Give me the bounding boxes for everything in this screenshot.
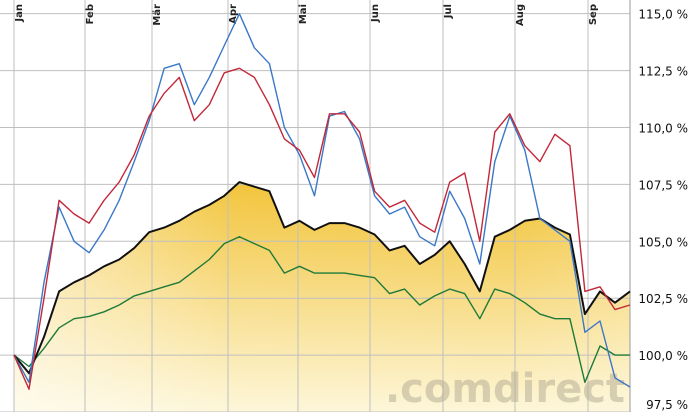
- y-tick-label: 97,5 %: [646, 398, 688, 412]
- watermark-logo: .comdirect: [385, 366, 625, 412]
- series-line-blue: [13, 12, 631, 388]
- y-tick-label: 107,5 %: [638, 178, 688, 192]
- y-tick-label: 100,0 %: [638, 349, 688, 363]
- month-label: Sep: [588, 4, 599, 25]
- month-label: Jan: [14, 4, 25, 23]
- series-line-red: [13, 67, 631, 390]
- area-highlight: [14, 182, 630, 412]
- series-layer: [13, 12, 631, 390]
- y-tick-label: 110,0 %: [638, 121, 688, 135]
- month-label: Feb: [85, 4, 96, 24]
- y-tick-label: 115,0 %: [638, 8, 688, 22]
- month-label: Jun: [370, 4, 381, 23]
- y-tick-label: 105,0 %: [638, 235, 688, 249]
- month-labels: Jan Feb Mär Apr Mai Jun Jul Aug Sep: [14, 4, 599, 26]
- month-label: Apr: [228, 4, 239, 24]
- y-tick-labels: 115,0 % 112,5 % 110,0 % 107,5 % 105,0 % 102,5…: [638, 8, 688, 412]
- y-tick-label: 102,5 %: [638, 292, 688, 306]
- month-label: Mär: [152, 4, 163, 26]
- month-label: Aug: [515, 4, 526, 26]
- area-layer: [14, 182, 630, 412]
- y-tick-label: 112,5 %: [638, 65, 688, 79]
- month-label: Jul: [443, 4, 454, 19]
- series-line-green: [13, 235, 630, 384]
- month-label: Mai: [298, 4, 309, 24]
- series-line-black: [13, 181, 631, 375]
